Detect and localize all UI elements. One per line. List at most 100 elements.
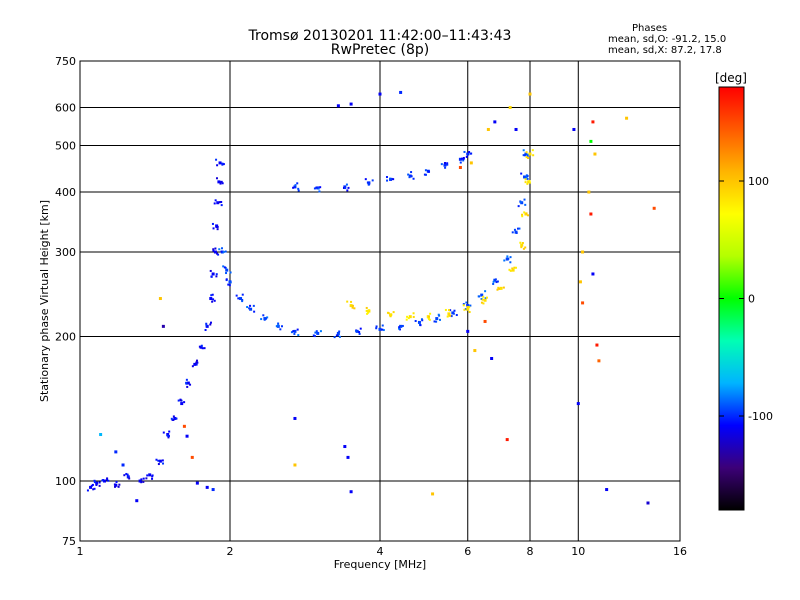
data-point <box>217 180 221 184</box>
colorbar: [deg] 100 0 -100 <box>715 71 773 511</box>
data-point-echo <box>367 183 370 186</box>
y-axis-label: Stationary phase Virtual Height [km] <box>38 200 51 402</box>
colorbar-label: [deg] <box>715 71 747 85</box>
phases-heading: Phases <box>632 23 668 34</box>
data-point-echo <box>368 309 371 312</box>
data-point <box>336 331 340 335</box>
data-point-echo <box>170 417 173 420</box>
data-point <box>336 104 340 108</box>
data-point-echo <box>90 484 93 487</box>
data-point-echo <box>216 228 219 231</box>
data-point <box>121 463 125 467</box>
data-point-echo <box>196 361 199 364</box>
data-point-echo <box>297 189 300 192</box>
data-point-echo <box>525 176 528 179</box>
data-point <box>213 250 217 254</box>
data-point-echo <box>387 312 390 315</box>
data-point-echo <box>297 187 300 190</box>
data-point <box>587 190 591 194</box>
data-point-echo <box>241 300 244 303</box>
data-point <box>161 324 165 328</box>
data-point <box>528 152 532 156</box>
data-point-echo <box>229 271 232 274</box>
data-point-echo <box>212 248 215 251</box>
data-point-echo <box>210 294 213 297</box>
data-point-echo <box>183 401 186 404</box>
data-point <box>185 434 189 438</box>
data-point-echo <box>410 175 413 178</box>
data-point-echo <box>296 182 299 185</box>
data-point-echo <box>392 178 395 181</box>
data-point-echo <box>359 327 362 330</box>
data-point-echo <box>162 462 165 465</box>
data-point-echo <box>524 181 527 184</box>
data-point-echo <box>375 327 378 330</box>
data-point-echo <box>527 157 530 160</box>
data-point-echo <box>525 174 528 177</box>
data-point-echo <box>290 331 293 334</box>
y-tick-label: 75 <box>62 535 76 548</box>
data-point <box>581 301 585 305</box>
data-point-echo <box>203 347 206 350</box>
data-point-echo <box>480 301 483 304</box>
data-point-echo <box>412 177 415 180</box>
data-point-echo <box>113 483 116 486</box>
data-point <box>193 362 197 366</box>
data-point-echo <box>201 347 204 350</box>
data-point-echo <box>277 324 280 327</box>
data-point-echo <box>412 315 415 318</box>
data-point <box>520 243 524 247</box>
data-point-echo <box>522 154 525 157</box>
data-point-echo <box>252 304 255 307</box>
data-point-echo <box>225 278 228 281</box>
data-point-echo <box>237 297 240 300</box>
data-point-echo <box>338 335 341 338</box>
data-point <box>211 272 215 276</box>
data-point-echo <box>166 434 169 437</box>
data-point-echo <box>450 315 453 318</box>
data-point <box>263 317 267 321</box>
data-point <box>114 450 118 454</box>
data-point <box>523 175 527 179</box>
data-point-echo <box>520 172 523 175</box>
data-point-echo <box>151 477 154 480</box>
data-point-echo <box>218 201 221 204</box>
data-point-echo <box>140 478 143 481</box>
data-point <box>572 127 576 131</box>
data-point <box>316 331 320 335</box>
data-point-echo <box>292 330 295 333</box>
y-tick-label: 750 <box>55 55 76 68</box>
data-point-echo <box>189 383 192 386</box>
data-point-echo <box>366 312 369 315</box>
data-point-echo <box>225 272 228 275</box>
y-axis-ticks: 75 100 200 300 400 500 600 750 <box>55 55 76 548</box>
data-point-echo <box>277 322 280 325</box>
data-point <box>249 307 253 311</box>
data-point-echo <box>220 204 223 207</box>
data-point-echo <box>508 268 511 271</box>
data-point-echo <box>347 186 350 189</box>
data-point-echo <box>279 328 282 331</box>
series-f-region-trace-x- <box>346 149 535 321</box>
data-point-echo <box>405 318 408 321</box>
data-point <box>99 433 103 437</box>
data-point-echo <box>217 253 220 256</box>
data-point-echo <box>446 315 449 318</box>
data-point-echo <box>469 304 472 307</box>
data-point-echo <box>296 328 299 331</box>
data-point-echo <box>167 434 170 437</box>
data-point <box>593 152 597 156</box>
data-point-echo <box>191 365 194 368</box>
data-point <box>466 152 470 156</box>
data-point-echo <box>151 474 154 477</box>
data-point-echo <box>93 479 96 482</box>
data-point-echo <box>219 181 222 184</box>
data-point-echo <box>93 481 96 484</box>
data-point-echo <box>367 311 370 314</box>
data-point-echo <box>229 281 232 284</box>
data-point-echo <box>223 266 226 269</box>
data-point-echo <box>128 477 131 480</box>
data-point-echo <box>142 480 145 483</box>
data-point-echo <box>428 318 431 321</box>
data-point <box>180 402 184 406</box>
